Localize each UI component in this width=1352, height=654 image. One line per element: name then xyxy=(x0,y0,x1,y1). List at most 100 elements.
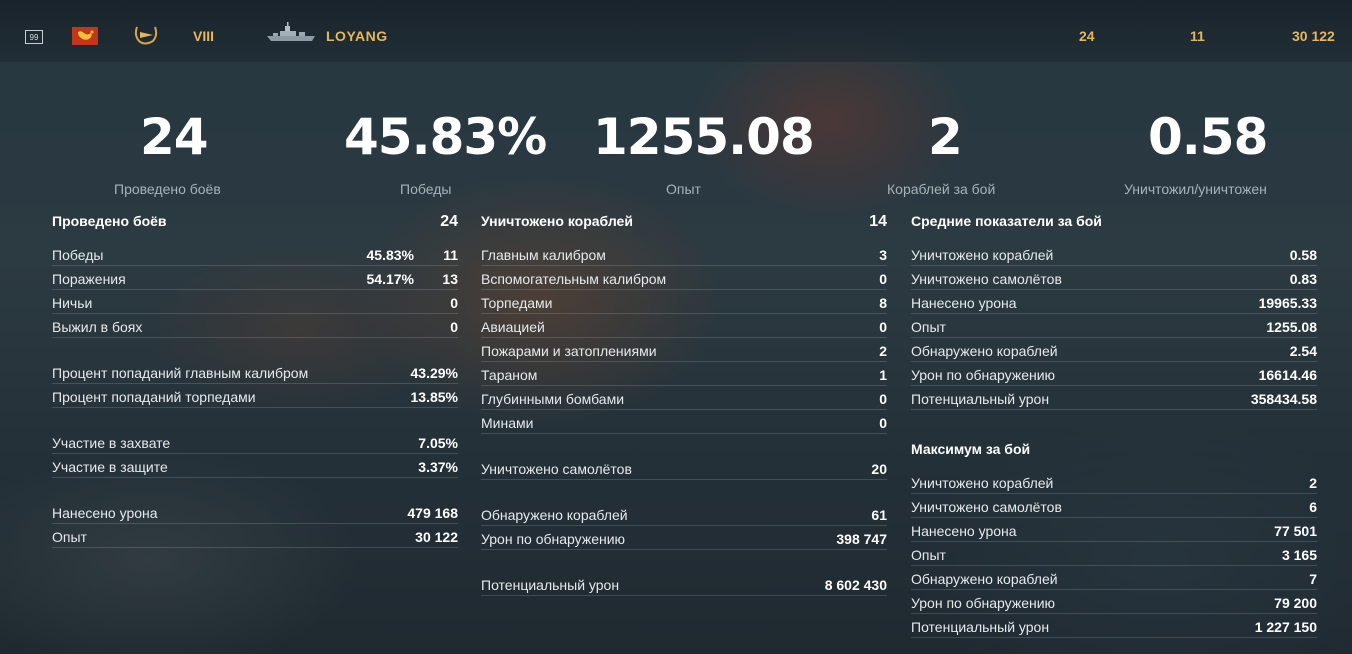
stat-value: 0.83 xyxy=(1289,271,1317,287)
stat-value: 16614.46 xyxy=(1258,367,1317,383)
section-total: 24 xyxy=(440,213,458,230)
stat-value: 77 501 xyxy=(1274,523,1317,539)
stat-value: 11 xyxy=(443,247,458,263)
summary-experience-value: 1255.08 xyxy=(593,108,815,166)
stat-label: Поражения xyxy=(52,271,126,287)
stat-label: Обнаружено кораблей xyxy=(911,571,1058,587)
stat-row: Участие в захвате 7.05% xyxy=(52,433,458,454)
level-badge: 99 xyxy=(25,30,43,44)
summary-ships-per-battle-label: Кораблей за бой xyxy=(887,181,996,197)
stat-value: 8 xyxy=(879,295,887,311)
stat-value: 0 xyxy=(450,319,458,335)
section-title: Средние показатели за бой xyxy=(911,213,1102,229)
summary-kd-label: Уничтожил/уничтожен xyxy=(1124,181,1267,197)
stat-label: Процент попаданий торпедами xyxy=(52,389,256,405)
stat-value: 19965.33 xyxy=(1258,295,1317,311)
stat-value: 6 xyxy=(1309,499,1317,515)
section-title: Максимум за бой xyxy=(911,441,1031,457)
section-total: 14 xyxy=(869,213,887,230)
stat-row: Обнаружено кораблей 2.54 xyxy=(911,341,1317,362)
stat-label: Победы xyxy=(52,247,104,263)
stat-row: Процент попаданий торпедами 13.85% xyxy=(52,387,458,408)
stat-row: Нанесено урона 77 501 xyxy=(911,521,1317,542)
stat-label: Опыт xyxy=(911,547,946,563)
ship-silhouette-icon xyxy=(266,20,316,49)
stat-label: Опыт xyxy=(52,529,87,545)
stat-label: Уничтожено самолётов xyxy=(911,499,1062,515)
stat-row: Обнаружено кораблей 61 xyxy=(481,505,887,526)
stat-value: 1 227 150 xyxy=(1254,619,1317,635)
stat-label: Урон по обнаружению xyxy=(481,531,626,547)
stat-value: 0 xyxy=(879,415,887,431)
stat-label: Глубинными бомбами xyxy=(481,391,625,407)
stat-row: Обнаружено кораблей 7 xyxy=(911,569,1317,590)
experience-total: 30 122 xyxy=(1292,28,1335,44)
wins-count: 11 xyxy=(1190,28,1205,44)
stat-row: Опыт 1255.08 xyxy=(911,317,1317,338)
stat-row: Уничтожено самолётов 0.83 xyxy=(911,269,1317,290)
stat-label: Авиацией xyxy=(481,319,545,335)
stat-label: Уничтожено самолётов xyxy=(911,271,1062,287)
stat-value: 13 xyxy=(442,271,458,287)
max-header: Максимум за бой xyxy=(911,441,1317,461)
stat-row: Выжил в боях 0 xyxy=(52,317,458,338)
section-title: Проведено боёв xyxy=(52,213,167,229)
stat-row: Победы 45.83% 11 xyxy=(52,245,458,266)
stat-row: Участие в защите 3.37% xyxy=(52,457,458,478)
stat-value: 79 200 xyxy=(1274,595,1317,611)
stat-value: 13.85% xyxy=(410,389,458,405)
summary-experience-label: Опыт xyxy=(666,181,701,197)
summary-kd-value: 0.58 xyxy=(1148,108,1268,166)
stat-label: Обнаружено кораблей xyxy=(481,507,628,523)
stat-value: 8 602 430 xyxy=(824,577,887,593)
stat-value: 30 122 xyxy=(415,529,458,545)
stat-row: Главным калибром 3 xyxy=(481,245,887,266)
stat-value: 2.54 xyxy=(1289,343,1317,359)
stat-label: Главным калибром xyxy=(481,247,606,263)
stat-row: Поражения 54.17% 13 xyxy=(52,269,458,290)
stat-value: 3 xyxy=(879,247,887,263)
stat-label: Нанесено урона xyxy=(911,523,1017,539)
stat-value: 1255.08 xyxy=(1266,319,1317,335)
stat-value: 61 xyxy=(871,507,887,523)
stat-label: Процент попаданий главным калибром xyxy=(52,365,309,381)
summary-winrate-value: 45.83% xyxy=(344,108,547,166)
summary-ships-per-battle-value: 2 xyxy=(928,108,963,166)
stat-value: 20 xyxy=(871,461,887,477)
stat-label: Уничтожено кораблей xyxy=(911,475,1054,491)
stat-value: 3 165 xyxy=(1281,547,1317,563)
stat-value: 358434.58 xyxy=(1250,391,1317,407)
stat-label: Потенциальный урон xyxy=(911,619,1050,635)
ship-row-header[interactable]: 99 VIII LOYANG 24 11 30 122 xyxy=(0,0,1352,62)
stat-label: Опыт xyxy=(911,319,946,335)
stat-label: Обнаружено кораблей xyxy=(911,343,1058,359)
stat-value: 2 xyxy=(879,343,887,359)
stat-value: 7.05% xyxy=(418,435,458,451)
stat-label: Урон по обнаружению xyxy=(911,367,1056,383)
stat-label: Минами xyxy=(481,415,534,431)
stat-row: Вспомогательным калибром 0 xyxy=(481,269,887,290)
stat-row: Уничтожено кораблей 0.58 xyxy=(911,245,1317,266)
stat-row: Урон по обнаружению 16614.46 xyxy=(911,365,1317,386)
stat-label: Участие в защите xyxy=(52,459,168,475)
stat-row: Уничтожено самолётов 20 xyxy=(481,459,887,480)
stat-row: Уничтожено самолётов 6 xyxy=(911,497,1317,518)
stat-value: 0.58 xyxy=(1289,247,1317,263)
stat-row: Урон по обнаружению 79 200 xyxy=(911,593,1317,614)
stat-label: Ничьи xyxy=(52,295,93,311)
stat-row: Урон по обнаружению 398 747 xyxy=(481,529,887,550)
kills-header: Уничтожено кораблей 14 xyxy=(481,213,887,233)
stat-label: Торпедами xyxy=(481,295,553,311)
stat-percent: 54.17% xyxy=(366,271,414,287)
stat-row: Потенциальный урон 8 602 430 xyxy=(481,575,887,596)
battles-count: 24 xyxy=(1079,28,1095,44)
stat-row: Нанесено урона 19965.33 xyxy=(911,293,1317,314)
destroyer-class-icon xyxy=(133,23,159,52)
stat-row: Минами 0 xyxy=(481,413,887,434)
stat-label: Участие в захвате xyxy=(52,435,171,451)
stat-value: 0 xyxy=(879,271,887,287)
stat-row: Потенциальный урон 358434.58 xyxy=(911,389,1317,410)
stat-value: 0 xyxy=(450,295,458,311)
stat-row: Авиацией 0 xyxy=(481,317,887,338)
